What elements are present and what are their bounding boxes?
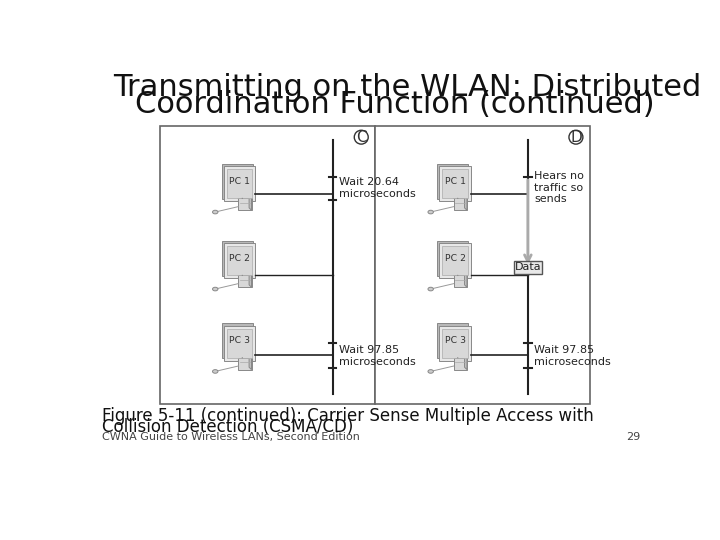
Polygon shape — [437, 241, 469, 276]
Text: PC 2: PC 2 — [229, 254, 250, 263]
Polygon shape — [249, 355, 251, 370]
Ellipse shape — [212, 210, 218, 214]
Text: Wait 20.64
microseconds: Wait 20.64 microseconds — [339, 177, 415, 199]
Circle shape — [569, 130, 583, 144]
Polygon shape — [224, 326, 256, 361]
Text: Collision Detection (CSMA/CD): Collision Detection (CSMA/CD) — [102, 418, 353, 436]
Text: PC 1: PC 1 — [445, 177, 466, 186]
Text: PC 3: PC 3 — [445, 336, 466, 345]
Text: Figure 5-11 (continued): Carrier Sense Multiple Access with: Figure 5-11 (continued): Carrier Sense M… — [102, 407, 593, 425]
Polygon shape — [224, 244, 256, 278]
Polygon shape — [437, 323, 469, 358]
Ellipse shape — [212, 287, 218, 291]
Polygon shape — [439, 326, 471, 361]
Ellipse shape — [212, 370, 218, 373]
Text: PC 2: PC 2 — [445, 254, 466, 263]
Ellipse shape — [428, 210, 433, 214]
Bar — [514, 260, 542, 274]
Polygon shape — [464, 355, 467, 370]
Polygon shape — [222, 323, 253, 358]
Text: PC 1: PC 1 — [229, 177, 250, 186]
Polygon shape — [222, 241, 253, 276]
Ellipse shape — [428, 287, 433, 291]
Bar — [442, 246, 468, 275]
Bar — [454, 198, 467, 210]
Text: D: D — [570, 130, 582, 145]
Text: Transmitting on the WLAN: Distributed: Transmitting on the WLAN: Distributed — [113, 73, 701, 103]
Circle shape — [354, 130, 368, 144]
Bar — [375, 126, 590, 403]
Bar — [442, 170, 468, 198]
Ellipse shape — [428, 370, 433, 373]
Polygon shape — [224, 166, 256, 201]
Text: PC 3: PC 3 — [229, 336, 250, 345]
Polygon shape — [451, 355, 467, 357]
Bar — [227, 246, 252, 275]
Polygon shape — [464, 196, 467, 210]
Polygon shape — [249, 196, 251, 210]
Bar — [238, 275, 251, 287]
Polygon shape — [235, 355, 251, 357]
Text: 29: 29 — [626, 433, 640, 442]
Text: Wait 97.85
microseconds: Wait 97.85 microseconds — [534, 346, 611, 367]
Polygon shape — [439, 244, 471, 278]
Polygon shape — [222, 164, 253, 199]
Bar — [454, 275, 467, 287]
Bar — [160, 126, 375, 403]
Text: Hears no
traffic so
sends: Hears no traffic so sends — [534, 171, 584, 205]
Text: C: C — [356, 130, 366, 145]
Text: Data: Data — [515, 262, 541, 273]
Text: Coordination Function (continued): Coordination Function (continued) — [135, 90, 654, 119]
Polygon shape — [249, 273, 251, 287]
Polygon shape — [437, 164, 469, 199]
Text: CWNA Guide to Wireless LANs, Second Edition: CWNA Guide to Wireless LANs, Second Edit… — [102, 433, 359, 442]
Polygon shape — [451, 196, 467, 198]
Bar — [442, 329, 468, 357]
Bar — [238, 357, 251, 370]
Polygon shape — [451, 273, 467, 275]
Bar — [238, 198, 251, 210]
Polygon shape — [235, 196, 251, 198]
Polygon shape — [464, 273, 467, 287]
Bar — [227, 329, 252, 357]
Polygon shape — [439, 166, 471, 201]
Bar — [227, 170, 252, 198]
Bar — [454, 357, 467, 370]
Text: Wait 97.85
microseconds: Wait 97.85 microseconds — [339, 346, 415, 367]
Polygon shape — [235, 273, 251, 275]
